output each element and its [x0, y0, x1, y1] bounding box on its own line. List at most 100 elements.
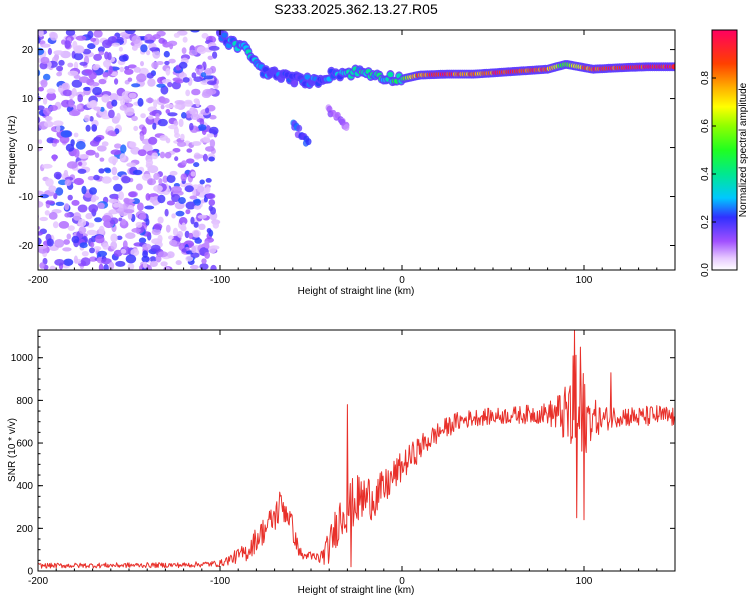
noise-speckle: [38, 147, 43, 152]
noise-speckle: [98, 78, 107, 85]
noise-speckle: [165, 266, 171, 270]
noise-speckle: [145, 97, 154, 104]
noise-speckle: [169, 239, 178, 246]
noise-speckle: [127, 77, 133, 82]
noise-speckle: [118, 55, 128, 62]
branch-blob: [296, 124, 303, 132]
noise-speckle: [162, 175, 169, 183]
noise-speckle: [77, 204, 88, 213]
noise-speckle: [56, 71, 62, 77]
noise-speckle: [212, 51, 218, 59]
noise-speckle: [38, 36, 41, 44]
noise-speckle: [206, 133, 215, 138]
noise-speckle: [193, 204, 202, 210]
noise-speckle: [108, 198, 119, 204]
noise-speckle: [38, 231, 44, 236]
x-tick-label: 100: [576, 576, 593, 587]
noise-speckle: [66, 233, 72, 240]
noise-speckle: [178, 118, 184, 128]
noise-speckle: [212, 221, 219, 229]
noise-speckle: [147, 78, 156, 87]
noise-speckle: [206, 228, 212, 234]
noise-speckle: [102, 39, 112, 49]
noise-speckle: [151, 152, 159, 160]
noise-speckle: [130, 248, 140, 257]
x-tick-label: -100: [210, 576, 230, 587]
branch-blob: [305, 138, 312, 146]
noise-speckle: [160, 261, 168, 267]
noise-speckle: [159, 151, 166, 159]
noise-speckle: [137, 202, 144, 211]
noise-speckle: [190, 171, 196, 177]
noise-speckle: [117, 95, 123, 101]
noise-speckle: [53, 171, 62, 180]
noise-speckle: [89, 116, 94, 122]
noise-speckle: [171, 185, 182, 194]
colorbar-tick-label: 0.0: [700, 263, 711, 277]
noise-speckle: [38, 237, 42, 246]
noise-speckle: [131, 115, 138, 122]
noise-speckle: [199, 118, 205, 126]
noise-speckle: [165, 224, 171, 233]
noise-speckle: [182, 77, 190, 83]
y-tick-label: 600: [16, 439, 33, 450]
noise-speckle: [191, 141, 202, 146]
noise-speckle: [38, 225, 41, 231]
colorbar: 0.0 0.2 0.4 0.6 0.8 Normalized spectral ampl…: [700, 29, 749, 277]
noise-speckle: [157, 194, 166, 204]
noise-speckle: [46, 238, 54, 247]
noise-speckle: [116, 235, 123, 240]
noise-speckle: [103, 264, 109, 270]
noise-speckle: [145, 218, 150, 226]
noise-speckle: [110, 233, 118, 243]
noise-speckle: [38, 264, 39, 267]
noise-speckle: [153, 172, 160, 180]
noise-speckle: [140, 61, 144, 67]
noise-speckle: [142, 261, 148, 269]
noise-speckle: [166, 251, 175, 259]
noise-speckle: [204, 251, 211, 259]
noise-speckle: [186, 148, 193, 153]
noise-speckle: [209, 114, 217, 120]
y-tick-label: 10: [22, 94, 34, 105]
spectrogram-xlabel: Height of straight line (km): [298, 286, 415, 297]
noise-speckle: [151, 61, 159, 69]
noise-speckle: [185, 158, 195, 164]
colorbar-tick-label: 0.4: [700, 167, 711, 181]
noise-speckle: [73, 132, 79, 138]
noise-speckle: [42, 97, 48, 105]
noise-speckle: [204, 68, 213, 76]
noise-speckle: [175, 260, 182, 266]
noise-speckle: [43, 73, 51, 81]
noise-speckle: [204, 240, 210, 249]
noise-speckle: [92, 86, 102, 96]
ridge-core: [304, 74, 311, 80]
noise-speckle: [165, 137, 171, 144]
noise-speckle: [53, 50, 64, 55]
noise-speckle: [38, 116, 41, 124]
noise-speckle: [196, 46, 207, 55]
ridge-core: [387, 71, 394, 78]
noise-speckle: [98, 51, 105, 56]
y-tick-label: 800: [16, 396, 33, 407]
noise-speckle: [205, 186, 211, 194]
noise-speckle: [79, 242, 88, 249]
noise-speckle: [83, 86, 92, 91]
noise-speckle: [144, 205, 155, 210]
noise-speckle: [113, 249, 123, 257]
noise-speckle: [199, 179, 205, 185]
noise-speckle: [52, 221, 59, 229]
noise-speckle: [90, 241, 95, 248]
noise-speckle: [147, 115, 154, 120]
noise-speckle: [93, 246, 102, 251]
noise-speckle: [207, 55, 214, 60]
colorbar-ticks: 0.0 0.2 0.4 0.6 0.8: [700, 71, 716, 277]
noise-speckle: [213, 84, 219, 90]
noise-speckle: [193, 162, 200, 168]
noise-speckle: [123, 197, 130, 204]
noise-speckle: [131, 228, 141, 233]
noise-speckle: [87, 176, 95, 181]
noise-speckle: [92, 64, 100, 71]
